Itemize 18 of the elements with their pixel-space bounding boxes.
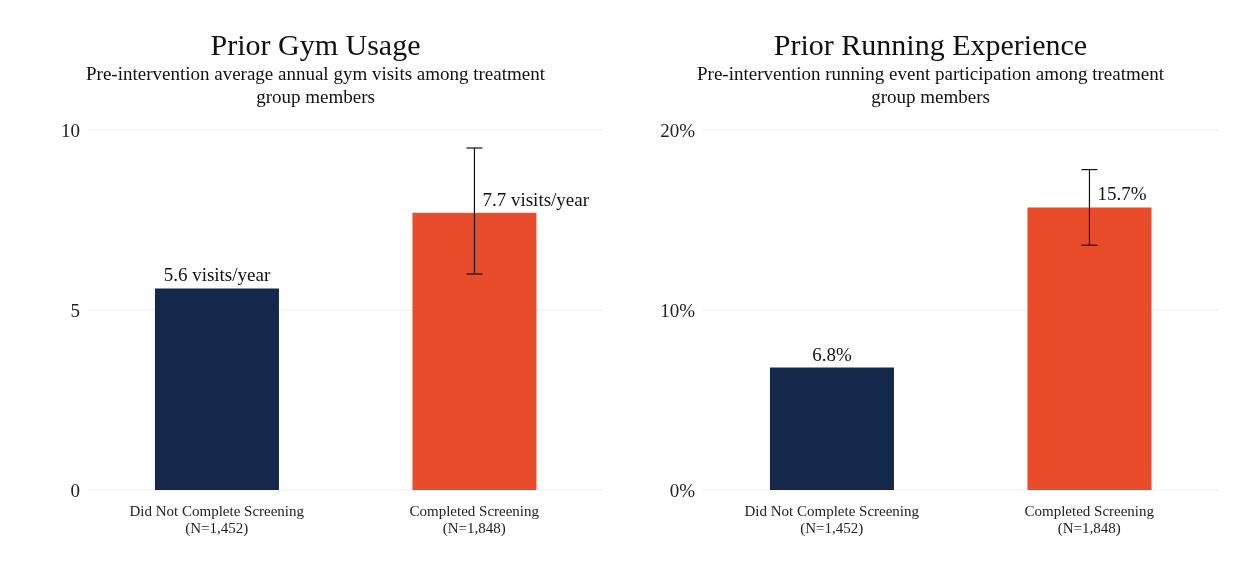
x-tick-label: Completed Screening (N=1,848): [409, 503, 540, 537]
chart-title: Prior Gym Usage: [209, 28, 422, 62]
chart-title: Prior Running Experience: [772, 28, 1089, 62]
data-label: 6.8%: [812, 343, 852, 365]
y-tick-label: 5: [70, 299, 80, 321]
y-tick-label: 10: [61, 119, 80, 141]
chart-subtitle: Pre-intervention running event participation among treatment group members: [696, 62, 1165, 108]
x-tick-label: Completed Screening (N=1,848): [1024, 503, 1155, 537]
y-tick-label: 20%: [660, 119, 696, 141]
x-tick-label: Did Not Complete Screening (N=1,452): [129, 503, 305, 537]
data-label: 5.6 visits/year: [163, 264, 271, 286]
x-tick-label: Did Not Complete Screening (N=1,452): [744, 503, 920, 537]
chart-subtitle: Pre-intervention average annual gym visits among treatment group members: [85, 62, 546, 108]
data-label: 15.7%: [1097, 183, 1147, 205]
y-tick-label: 0%: [669, 479, 696, 501]
y-tick-label: 0: [70, 479, 80, 501]
data-label: 7.7 visits/year: [482, 188, 590, 210]
y-tick-label: 10%: [660, 299, 696, 321]
